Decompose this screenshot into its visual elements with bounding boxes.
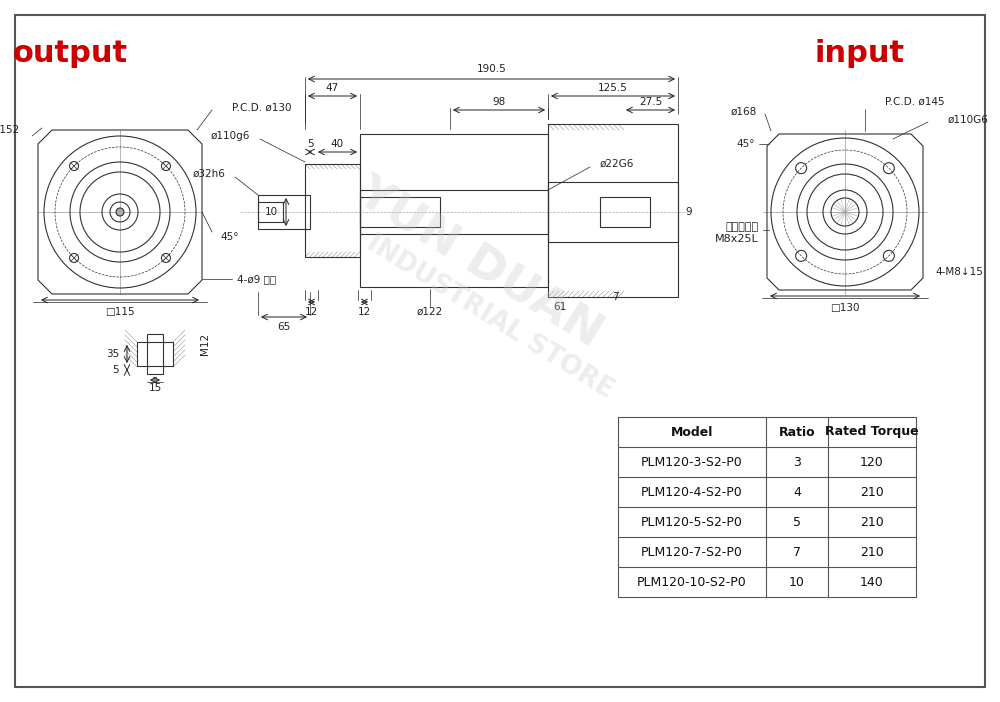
Bar xyxy=(600,197,650,227)
Text: P.C.D. ø130: P.C.D. ø130 xyxy=(232,103,292,113)
Text: 40: 40 xyxy=(330,139,344,149)
Text: 10: 10 xyxy=(789,576,805,588)
Text: PLM120-4-S2-P0: PLM120-4-S2-P0 xyxy=(641,486,743,498)
Text: M8x25L: M8x25L xyxy=(715,234,759,244)
Text: 9: 9 xyxy=(685,207,692,217)
Text: □130: □130 xyxy=(830,303,860,313)
Bar xyxy=(258,195,310,229)
Text: 190.5: 190.5 xyxy=(477,64,506,74)
Text: PLM120-10-S2-P0: PLM120-10-S2-P0 xyxy=(637,576,747,588)
Text: 65: 65 xyxy=(277,322,291,332)
Text: PLM120-3-S2-P0: PLM120-3-S2-P0 xyxy=(641,456,743,468)
Text: input: input xyxy=(815,39,905,69)
Text: P.C.D. ø145: P.C.D. ø145 xyxy=(885,97,945,107)
Text: 210: 210 xyxy=(860,545,884,559)
Text: YUN DUAN: YUN DUAN xyxy=(349,168,611,356)
Text: 4-ø9 贯穿: 4-ø9 贯穿 xyxy=(237,274,276,284)
Text: 4: 4 xyxy=(793,486,801,498)
Text: PLM120-5-S2-P0: PLM120-5-S2-P0 xyxy=(641,515,743,529)
Text: 45°: 45° xyxy=(220,232,239,242)
Text: 5: 5 xyxy=(112,365,119,375)
Text: 47: 47 xyxy=(326,83,339,93)
Text: 4-M8↓15: 4-M8↓15 xyxy=(935,267,983,277)
Text: Rated Torque: Rated Torque xyxy=(825,425,919,439)
Text: 125.5: 125.5 xyxy=(598,83,628,93)
Text: 27.5: 27.5 xyxy=(639,97,662,107)
Text: ø168: ø168 xyxy=(731,107,757,117)
Text: Model: Model xyxy=(671,425,713,439)
Text: ø22G6: ø22G6 xyxy=(600,159,634,169)
Text: 12: 12 xyxy=(357,307,371,317)
Text: INDUSTRIAL STORE: INDUSTRIAL STORE xyxy=(362,230,618,404)
Text: 35: 35 xyxy=(106,349,119,359)
Bar xyxy=(360,190,548,234)
Text: 7: 7 xyxy=(793,545,801,559)
Text: 61: 61 xyxy=(553,302,567,312)
Text: 10: 10 xyxy=(265,207,278,217)
Bar xyxy=(360,197,440,227)
Bar xyxy=(305,164,360,257)
Text: M12: M12 xyxy=(200,333,210,355)
Text: ø152: ø152 xyxy=(0,125,20,135)
Text: 12: 12 xyxy=(304,307,318,317)
Text: PLM120-7-S2-P0: PLM120-7-S2-P0 xyxy=(641,545,743,559)
Text: □115: □115 xyxy=(105,307,135,317)
Text: Ratio: Ratio xyxy=(779,425,815,439)
Text: 120: 120 xyxy=(860,456,884,468)
Text: 5: 5 xyxy=(307,139,313,149)
Text: 7: 7 xyxy=(612,292,618,302)
Text: 内六角螺丝: 内六角螺丝 xyxy=(726,222,759,232)
Text: 5: 5 xyxy=(793,515,801,529)
Bar xyxy=(360,134,548,287)
Text: 45°: 45° xyxy=(736,139,755,149)
Bar xyxy=(137,342,173,366)
Circle shape xyxy=(116,208,124,216)
Text: ø110G6: ø110G6 xyxy=(948,115,988,125)
Text: ø122: ø122 xyxy=(417,307,443,317)
Text: 15: 15 xyxy=(148,383,162,393)
Bar xyxy=(548,182,678,242)
Text: output: output xyxy=(12,39,128,69)
Bar xyxy=(147,334,163,374)
Bar xyxy=(258,202,283,222)
Text: 140: 140 xyxy=(860,576,884,588)
Text: 3: 3 xyxy=(793,456,801,468)
Text: 210: 210 xyxy=(860,515,884,529)
Text: ø32h6: ø32h6 xyxy=(192,169,225,179)
Text: ø110g6: ø110g6 xyxy=(211,131,250,141)
Text: 98: 98 xyxy=(492,97,506,107)
Bar xyxy=(548,124,678,297)
Text: 210: 210 xyxy=(860,486,884,498)
